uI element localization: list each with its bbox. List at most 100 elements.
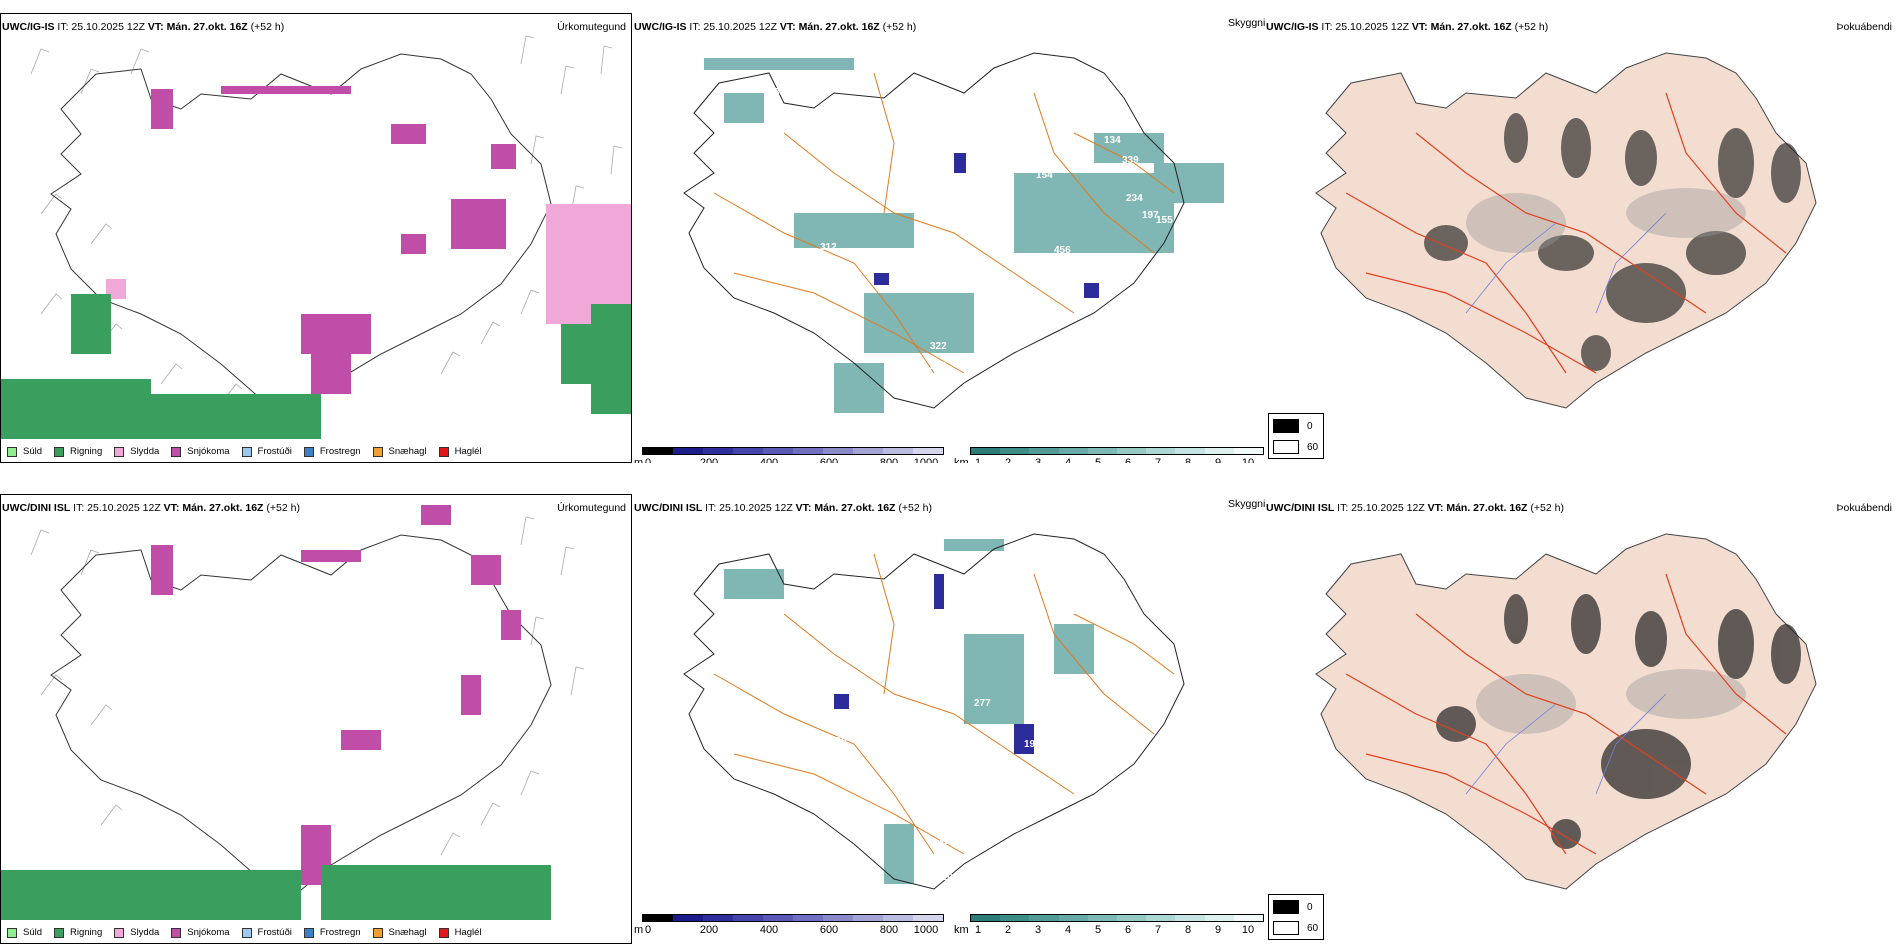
visibility-value-label: 131 [1100,275,1117,286]
very-low-ceiling-areas [834,574,1034,754]
km-colorbar-segment [1233,448,1264,454]
valid-time: Mán. 27.okt. 16Z [798,21,880,33]
panel-header: UWC/IG-IS IT: 25.10.2025 12Z VT: Mán. 27… [1266,21,1896,37]
legend-label: Haglél [454,446,482,457]
km-tick: 3 [1034,457,1042,463]
valid-time-label: VT: [147,21,164,33]
iceland-outline [50,53,552,410]
visibility-panel-top: 346 562 568 456 339 234 197 155 172 131 312 165 322 2… [634,13,1264,463]
swatch-rain [54,927,65,938]
legend-item: Snjókoma [171,927,230,938]
visibility-panel-bottom: 315 316 310 192 127 277 660 343 199 m 0 200 400 … [634,494,1264,944]
m-tick: 0 [644,924,652,936]
fog-key-row: 60 [1273,921,1318,935]
precip-type-panel-bottom: Súld Rigning Slydda Snjókoma Frostúði Fr… [0,494,632,944]
panel-title: Úrkomutegund [557,21,626,33]
init-time: IT: 25.10.2025 12Z [705,502,793,514]
km-tick: 1 [974,924,982,936]
visibility-value-label: 290 [930,361,947,372]
panel-title: Skyggni [1228,498,1266,510]
lead-time: (+52 h) [266,502,300,514]
iceland-landmass [1315,533,1817,890]
valid-time-label: VT: [795,502,812,514]
legend-label: Rigning [70,446,103,457]
visibility-value-label: 315 [938,836,955,847]
iceland-outline [683,52,1185,409]
fog-key-bottom: 0 60 [1268,894,1324,940]
model-name: UWC/IG-IS [1266,21,1319,33]
swatch-drizzle [7,446,17,457]
km-tick: 7 [1154,457,1162,463]
legend-item: Frostúði [241,927,292,938]
valid-time: Mán. 27.okt. 16Z [1446,502,1528,514]
km-tick: 8 [1184,457,1192,463]
valid-time: Mán. 27.okt. 16Z [814,502,896,514]
legend-item: Snæhagl [372,446,427,457]
km-tick: 2 [1004,457,1012,463]
swatch-hail [438,446,449,457]
legend-label: Slydda [130,927,160,938]
legend-label: Frostúði [257,446,292,457]
km-colorbar-segment [1000,915,1030,921]
km-tick: 8 [1184,924,1192,936]
precip-type-map-top [1,35,631,439]
legend-label: Snjókoma [187,927,230,938]
swatch-sleet [114,446,125,457]
swatch-drizzle [7,927,17,938]
km-tick: 7 [1154,924,1162,936]
visibility-value-label: 154 [1036,170,1053,181]
precip-type-legend-top: Súld Rigning Slydda Snjókoma Frostúði Fr… [7,446,494,457]
model-name: UWC/IG-IS [634,21,687,33]
fog-index-areas [1424,113,1801,371]
km-colorbar-segment [1146,915,1176,921]
visibility-value-label: 277 [974,698,991,709]
swatch-hail [438,927,449,938]
m-colorbar-segment [793,915,823,921]
km-tick: 10 [1241,457,1255,463]
init-time: IT: 25.10.2025 12Z [73,502,161,514]
legend-label: Slydda [130,446,160,457]
lead-time: (+52 h) [1530,502,1564,514]
visibility-value-label: 172 [1120,260,1137,271]
km-colorbar-segment [1087,915,1118,921]
legend-item: Rigning [54,927,102,938]
km-colorbar-segment [1175,448,1205,454]
m-colorbar-segment [763,448,793,454]
fog-key-row: 0 [1273,900,1313,914]
fog-index-light [1466,188,1746,253]
m-colorbar-segment [793,448,823,454]
visibility-value-label: 276 [974,175,991,186]
fog-key-top: 0 60 [1268,413,1324,459]
iceland-landmass [1315,52,1817,409]
m-colorbar-segment [703,448,733,454]
km-tick: 6 [1124,924,1132,936]
legend-label: Súld [23,446,43,457]
m-colorbar-strip [642,447,944,455]
m-colorbar-segment [883,915,913,921]
m-colorbar-segment [853,448,883,454]
rivers [1465,212,1667,314]
km-tick: 4 [1064,924,1072,936]
m-tick: 0 [644,457,652,463]
km-colorbar-segment [1029,915,1059,921]
km-colorbar-segment [1146,448,1176,454]
m-colorbar-segment [733,448,763,454]
m-tick: 800 [879,457,899,463]
init-time: IT: 25.10.2025 12Z [1321,21,1409,33]
visibility-value-label: 346 [774,87,791,98]
lead-time: (+52 h) [882,21,917,33]
valid-time-label: VT: [163,502,180,514]
visibility-value-label: 322 [930,341,947,352]
visibility-value-label: 568 [994,195,1011,206]
m-tick: 600 [819,924,839,936]
visibility-value-label: 339 [1122,155,1139,166]
km-colorbar-segment [1204,448,1234,454]
legend-label: Snjókoma [187,446,230,457]
fog-key-row: 0 [1273,419,1313,433]
km-tick: 5 [1094,924,1102,936]
legend-item: Frostregn [303,446,361,457]
valid-time-label: VT: [1427,502,1444,514]
lead-time: (+52 h) [250,21,285,33]
visibility-value-label: 199 [830,736,847,747]
